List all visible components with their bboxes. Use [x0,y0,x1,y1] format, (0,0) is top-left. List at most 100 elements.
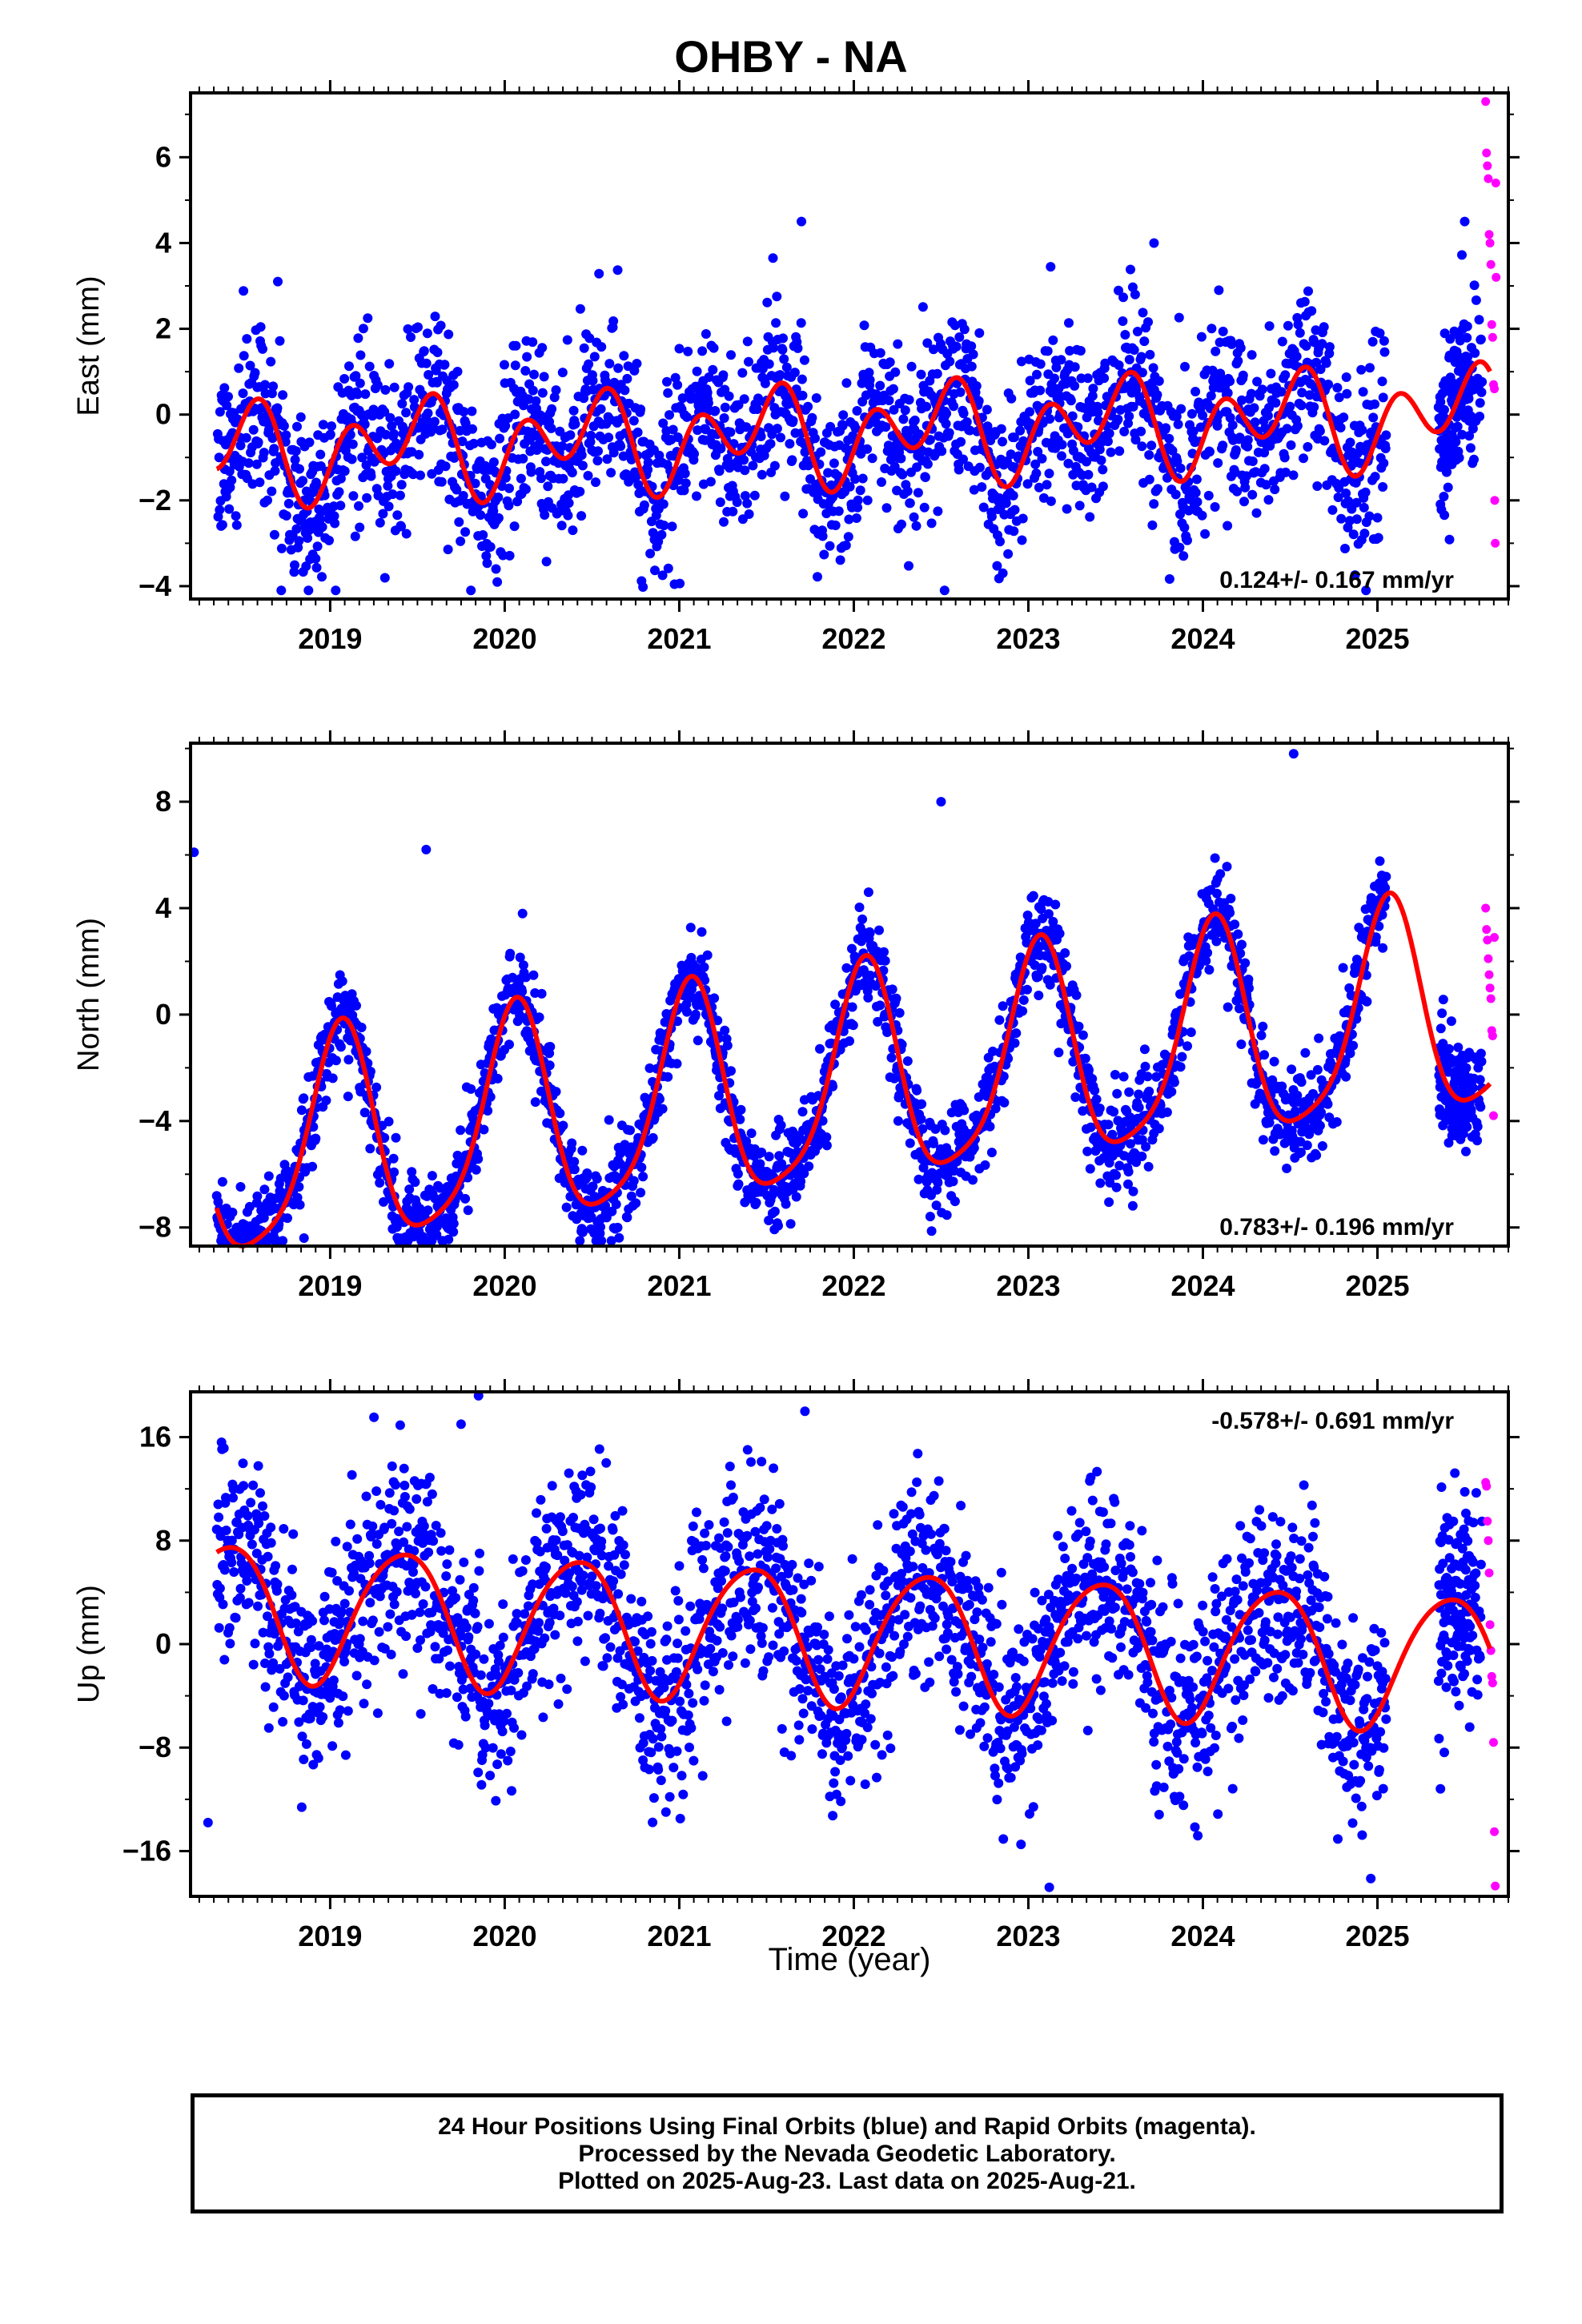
final-point [778,333,788,344]
final-point [830,521,841,530]
final-point [851,513,861,523]
final-point [267,388,277,399]
final-point [482,558,492,569]
final-point [224,466,235,476]
final-point [632,359,642,368]
final-point [1118,316,1128,326]
final-points-east [212,216,1488,596]
final-point [1009,526,1019,537]
final-point [1240,958,1251,968]
final-point [950,1196,960,1207]
final-point [1045,414,1055,424]
final-point [1288,470,1299,480]
final-point [720,402,730,412]
final-point [555,1108,565,1119]
final-point [1323,380,1334,389]
final-point [378,509,388,519]
final-point [670,372,681,383]
final-point [389,1167,400,1177]
final-point [1339,412,1349,423]
final-point [397,399,408,409]
final-point [1287,1064,1297,1075]
final-point [1203,947,1213,958]
final-point [994,1015,1005,1025]
final-point [303,533,313,543]
final-point [1340,544,1350,553]
rate-annotation: 0.124+/- 0.167 mm/yr [1219,567,1454,593]
final-point [887,984,897,995]
final-point [1210,502,1220,512]
final-point [1323,1099,1333,1109]
final-point [1203,490,1214,501]
final-point [594,268,604,279]
final-point [325,429,335,440]
final-point [528,385,538,396]
y-tick-label: −4 [139,569,171,602]
final-point [517,908,528,919]
final-point [289,567,299,577]
final-point [1173,419,1183,429]
final-point [1299,453,1308,464]
final-point [540,510,550,520]
final-point [1140,1061,1150,1072]
final-point [875,1000,885,1011]
final-point [290,560,299,570]
final-point [460,1193,471,1204]
final-point [432,348,443,357]
final-point [505,948,516,959]
final-point [231,511,241,521]
final-point [416,470,425,480]
final-point [255,322,266,332]
final-point [773,1220,783,1231]
final-point [974,328,985,338]
final-point [1176,404,1186,414]
final-point [1351,514,1362,525]
final-point [311,1133,321,1144]
final-point [294,1182,304,1192]
final-point [693,1035,703,1046]
final-point [1301,341,1311,351]
final-point [281,430,291,440]
final-point [528,970,539,980]
final-point [471,1164,481,1175]
final-point [1270,485,1280,495]
final-point [493,493,504,502]
final-point [1054,928,1065,939]
final-point [689,448,699,459]
final-point [898,414,909,424]
final-point [1057,440,1067,450]
final-point [1247,489,1258,500]
final-point [427,1171,437,1181]
final-point [311,562,322,573]
final-point [1035,385,1046,396]
final-point [833,506,844,517]
final-point [500,472,511,483]
final-point [1249,403,1259,413]
final-point [592,1173,602,1184]
final-point [565,430,576,440]
final-point [358,324,368,334]
final-point [1358,387,1368,397]
final-point [1462,321,1472,332]
final-point [563,510,573,521]
final-point [215,505,225,515]
final-point [1046,496,1056,506]
rapid-point [1485,238,1495,247]
final-point [500,420,511,431]
final-point [1182,1041,1192,1051]
final-point [692,366,702,376]
final-point [366,471,376,481]
final-point [227,1208,238,1217]
final-point [1332,383,1343,393]
final-point [718,370,729,380]
final-point [715,497,725,508]
final-point [492,577,503,587]
final-point [1319,436,1330,446]
final-point [215,407,225,417]
final-point [551,1087,561,1097]
final-point [733,1168,743,1179]
final-point [974,462,985,472]
final-point [1295,328,1305,338]
final-point [1299,296,1310,307]
final-point [1474,315,1484,325]
